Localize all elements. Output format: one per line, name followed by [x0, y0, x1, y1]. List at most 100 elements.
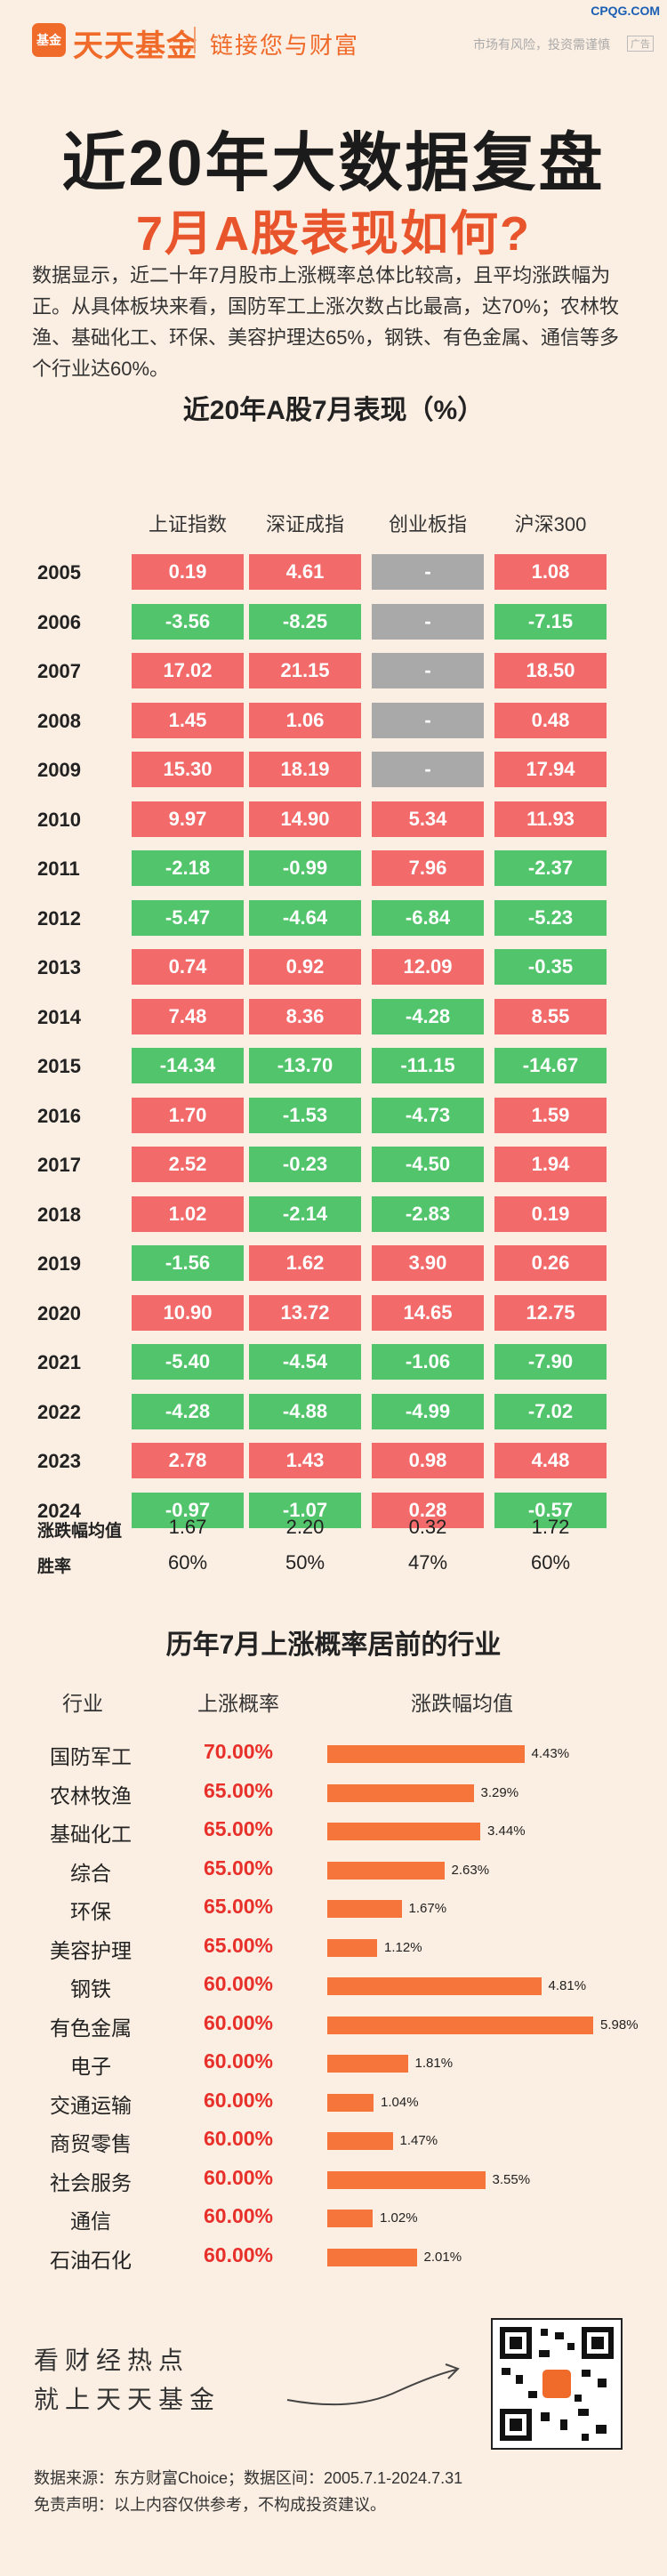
year-label: 2005: [37, 561, 81, 584]
table-cell: 7.96: [372, 850, 484, 886]
industry-prob: 65.00%: [203, 1895, 273, 1918]
table-cell: 12.09: [372, 949, 484, 985]
industry-name: 钢铁: [70, 1977, 111, 2000]
industry-name: 环保: [70, 1900, 111, 1923]
table-cell: -: [372, 603, 484, 640]
year-label: 2012: [37, 906, 81, 930]
industry-prob: 65.00%: [203, 1856, 273, 1880]
industry-name: 有色金属: [50, 2016, 132, 2040]
year-label: 2021: [37, 1351, 81, 1373]
table-cell: 18.50: [494, 653, 607, 688]
qr-code[interactable]: [491, 2318, 623, 2450]
table-cell: -7.15: [494, 603, 607, 640]
logo-badge: 基金: [36, 33, 61, 47]
header-divider: [194, 27, 196, 53]
industry-bar-label: 1.04%: [381, 2094, 419, 2110]
table-cell: -4.54: [249, 1344, 361, 1380]
table-cell: 1.59: [494, 1097, 607, 1133]
table-cell: 1.45: [132, 702, 244, 738]
industry-bar: [327, 2170, 486, 2189]
table-cell: -11.15: [372, 1048, 484, 1083]
table-title: 近20年A股7月表现（%）: [182, 396, 485, 425]
table-cell: 1.08: [494, 554, 607, 590]
year-label: 2011: [37, 857, 80, 880]
brand-logo-icon: 基金: [32, 23, 66, 57]
year-label: 2006: [37, 610, 81, 633]
win-value: 60%: [167, 1551, 208, 1574]
industry-bar-label: 1.02%: [380, 2210, 418, 2226]
table-cell: -0.23: [249, 1147, 361, 1182]
table-cell: 1.94: [494, 1147, 607, 1182]
industry-bar-label: 3.55%: [492, 2171, 531, 2187]
table-cell: 1.06: [249, 702, 361, 738]
table-cell: 1.02: [132, 1195, 244, 1232]
industry-title: 历年7月上涨概率居前的行业: [165, 1630, 502, 1660]
industry-prob: 60.00%: [203, 2242, 273, 2266]
year-label: 2018: [37, 1203, 81, 1226]
table-cell: 12.75: [494, 1294, 607, 1331]
year-label: 2009: [37, 759, 81, 781]
table-cell: 17.02: [132, 653, 244, 688]
industry-bar: [327, 1900, 402, 1918]
industry-bar: [327, 1977, 542, 1995]
year-label: 2023: [37, 1450, 81, 1472]
industry-bar-label: 4.81%: [548, 1978, 587, 1993]
table-cell: -5.40: [132, 1344, 244, 1380]
table-cell: -6.84: [372, 899, 484, 936]
win-value: 50%: [285, 1551, 325, 1574]
table-cell: 14.90: [249, 801, 361, 837]
industry-name: 通信: [70, 2210, 111, 2233]
industry-bar: [327, 2055, 408, 2073]
table-cell: 7.48: [132, 998, 244, 1034]
table-cell: 0.74: [132, 949, 244, 985]
table-cell: -1.06: [372, 1344, 484, 1380]
table-cell: -: [372, 653, 484, 688]
table-cell: -4.50: [372, 1147, 484, 1182]
industry-name: 石油石化: [50, 2248, 132, 2272]
table-cell: 4.48: [494, 1443, 607, 1478]
table-cell: -4.28: [132, 1393, 244, 1429]
industry-name: 综合: [70, 1861, 111, 1885]
table-cell: -2.83: [372, 1195, 484, 1232]
corner-watermark: CPQG.COM: [591, 4, 660, 18]
industry-bar: [327, 1823, 480, 1840]
table-cell: 1.62: [249, 1245, 361, 1281]
year-label: 2020: [37, 1301, 81, 1324]
industry-col-header: 行业: [62, 1692, 103, 1715]
table-cell: -0.99: [249, 850, 361, 886]
table-cell: 0.19: [494, 1195, 607, 1232]
table-cell: 0.92: [249, 949, 361, 985]
year-label: 2019: [37, 1252, 81, 1275]
industry-bar: [327, 1745, 525, 1763]
industry-name: 商贸零售: [50, 2132, 132, 2155]
table-cell: -4.64: [249, 899, 361, 936]
table-cell: 13.72: [249, 1294, 361, 1331]
table-cell: -: [372, 752, 484, 787]
table-cell: -14.67: [494, 1048, 607, 1083]
table-cell: 0.19: [132, 554, 244, 590]
column-header: 沪深300: [514, 513, 587, 535]
avg-col-header: 涨跌幅均值: [411, 1692, 513, 1715]
year-label: 2013: [37, 956, 81, 978]
industry-bar: [327, 1783, 474, 1802]
table-cell: -5.47: [132, 899, 244, 936]
disclaimer: 免责声明：以上内容仅供参考，不构成投资建议。: [34, 2496, 386, 2514]
table-cell: 9.97: [132, 801, 244, 837]
avg-value: 0.32: [408, 1516, 447, 1538]
table-cell: -7.90: [494, 1344, 607, 1380]
arrow-icon: [286, 2363, 460, 2406]
year-label: 2007: [37, 660, 81, 682]
industry-prob: 60.00%: [203, 2088, 273, 2112]
industry-bar: [327, 2210, 373, 2227]
table-cell: 0.26: [494, 1245, 607, 1281]
win-label: 胜率: [37, 1558, 72, 1576]
table-cell: -4.28: [372, 998, 484, 1034]
industry-bar-label: 1.67%: [408, 1901, 447, 1916]
table-cell: 1.70: [132, 1097, 244, 1133]
industry-prob: 70.00%: [203, 1740, 273, 1763]
industry-bar: [327, 2132, 393, 2150]
table-cell: -4.88: [249, 1393, 361, 1429]
industry-bar-label: 3.44%: [487, 1823, 526, 1839]
industry-bar: [327, 2093, 374, 2112]
table-cell: 0.48: [494, 702, 607, 738]
